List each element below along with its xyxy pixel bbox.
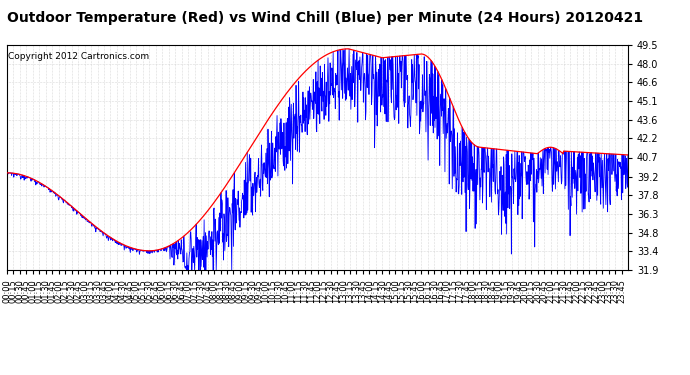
Text: Copyright 2012 Cartronics.com: Copyright 2012 Cartronics.com — [8, 52, 149, 61]
Text: Outdoor Temperature (Red) vs Wind Chill (Blue) per Minute (24 Hours) 20120421: Outdoor Temperature (Red) vs Wind Chill … — [7, 11, 643, 25]
